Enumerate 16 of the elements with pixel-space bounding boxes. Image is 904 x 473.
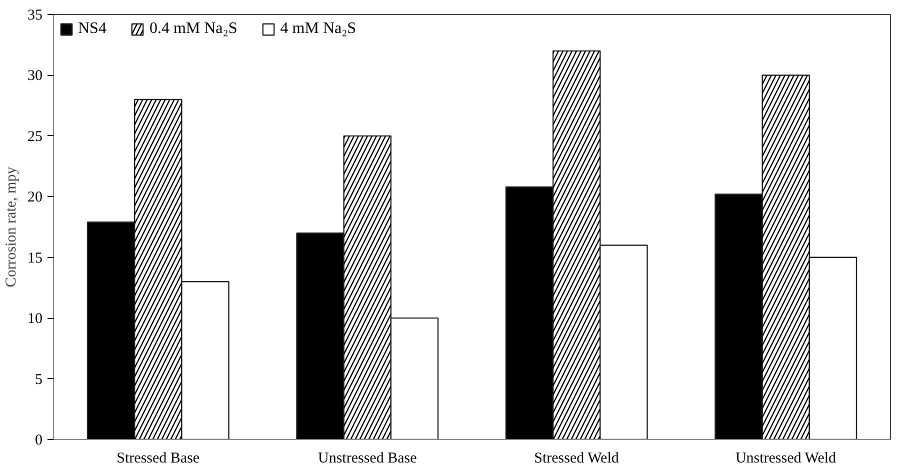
y-tick-label: 5 [35, 372, 42, 388]
legend-label: 0.4 mM Na₂S [149, 20, 238, 38]
legend-label: NS4 [78, 20, 106, 38]
y-tick-label: 35 [28, 8, 42, 24]
y-tick-label: 25 [28, 128, 42, 145]
x-tick-label: Unstressed Weld [735, 450, 837, 466]
y-axis-title: Corrosion rate, mpy [4, 166, 20, 288]
x-tick-label: Stressed Weld [534, 450, 620, 466]
y-tick-label: 0 [35, 432, 42, 448]
y-tick-label: 10 [28, 311, 42, 328]
x-tick-label: Stressed Base [116, 450, 200, 466]
x-tick-label: Unstressed Base [318, 450, 418, 466]
y-tick-label: 15 [28, 250, 42, 266]
legend-label: 4 mM Na₂S [280, 20, 356, 38]
y-tick-label: 20 [28, 190, 42, 206]
y-tick-label: 30 [28, 68, 42, 84]
